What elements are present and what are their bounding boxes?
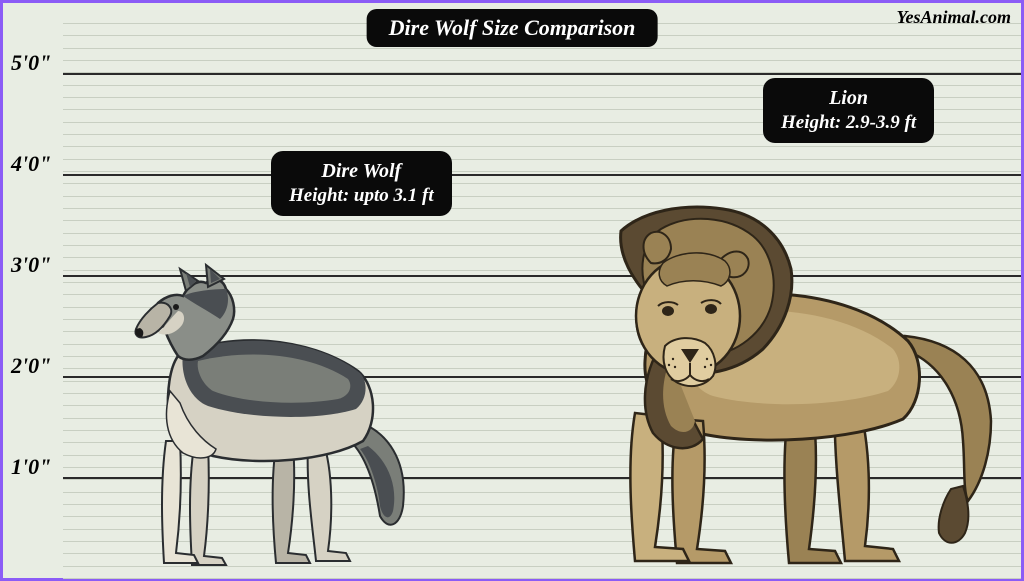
chart-title: Dire Wolf Size Comparison — [367, 9, 658, 47]
lion-name: Lion — [781, 86, 916, 111]
lion-height: Height: 2.9-3.9 ft — [781, 111, 916, 135]
y-tick-5: 5'0" — [11, 50, 51, 76]
dire-wolf-figure — [108, 261, 428, 566]
lion-figure — [513, 201, 993, 566]
lion-info: Lion Height: 2.9-3.9 ft — [763, 78, 934, 143]
y-tick-2: 2'0" — [11, 353, 51, 379]
y-tick-3: 3'0" — [11, 252, 51, 278]
comparison-chart: 1'0" 2'0" 3'0" 4'0" 5'0" Dire Wolf Size … — [0, 0, 1024, 581]
y-tick-4: 4'0" — [11, 151, 51, 177]
y-tick-1: 1'0" — [11, 454, 51, 480]
watermark: YesAnimal.com — [896, 7, 1011, 28]
dire-wolf-height: Height: upto 3.1 ft — [289, 184, 434, 208]
dire-wolf-info: Dire Wolf Height: upto 3.1 ft — [271, 151, 452, 216]
dire-wolf-name: Dire Wolf — [289, 159, 434, 184]
